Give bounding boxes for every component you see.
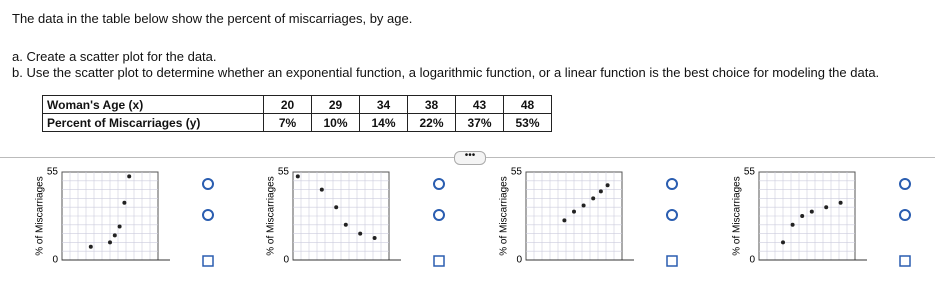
dot xyxy=(117,224,122,229)
table-cell: 22% xyxy=(407,113,456,132)
zoom-out-icon[interactable] xyxy=(433,178,445,190)
table-cell: Woman's Age (x) xyxy=(42,95,264,114)
table-row: Percent of Miscarriages (y) 7% 10% 14% 22% 37… xyxy=(42,113,552,132)
dot xyxy=(838,200,843,205)
y-axis-label: % of Miscarriages xyxy=(35,176,46,255)
dot xyxy=(108,240,112,245)
y-max-label: 55 xyxy=(744,167,756,178)
zoom-in-icon[interactable] xyxy=(899,209,911,221)
scatter-option: 55 0 % of Miscarriages xyxy=(35,167,214,267)
plot-area xyxy=(758,171,856,261)
dot xyxy=(112,233,117,238)
more-button[interactable]: ••• xyxy=(454,151,486,165)
dot xyxy=(581,203,586,208)
zoom-in-icon[interactable] xyxy=(433,209,445,221)
y-axis-label: % of Miscarriages xyxy=(266,176,277,255)
plot-area xyxy=(61,171,159,261)
table-cell: 48 xyxy=(503,95,552,114)
y-axis-label: % of Miscarriages xyxy=(499,176,510,255)
y-axis-label: % of Miscarriages xyxy=(732,176,743,255)
dot xyxy=(372,236,377,240)
dot xyxy=(591,196,596,201)
dot xyxy=(122,200,127,205)
table-cell: 53% xyxy=(503,113,552,132)
dot xyxy=(605,183,610,188)
dot xyxy=(295,174,300,179)
y-max-label: 55 xyxy=(511,167,523,178)
dot xyxy=(824,205,829,210)
table-cell: 14% xyxy=(359,113,408,132)
open-icon[interactable] xyxy=(433,255,445,267)
y-min-label: 0 xyxy=(283,255,289,266)
table-cell: 37% xyxy=(455,113,504,132)
dot xyxy=(562,218,567,223)
part-b: b. Use the scatter plot to determine whe… xyxy=(12,65,880,80)
zoom-out-icon[interactable] xyxy=(666,178,678,190)
open-icon[interactable] xyxy=(666,255,678,267)
open-icon[interactable] xyxy=(899,255,911,267)
table-cell: 34 xyxy=(359,95,408,114)
y-max-label: 55 xyxy=(47,167,59,178)
table-row: Woman's Age (x) 20 29 34 38 43 48 xyxy=(42,95,552,114)
table-cell: 10% xyxy=(311,113,360,132)
scatter-option: 55 0 % of Miscarriages xyxy=(732,167,911,267)
y-min-label: 0 xyxy=(516,255,522,266)
data-table: Woman's Age (x) 20 29 34 38 43 48 Percent of Mi… xyxy=(42,95,552,132)
table-cell: 20 xyxy=(263,95,312,114)
dot xyxy=(319,187,324,192)
dot xyxy=(88,244,93,249)
scatter-option: 55 0 % of Miscarriages xyxy=(499,167,678,267)
zoom-in-icon[interactable] xyxy=(666,209,678,221)
dot xyxy=(800,214,805,218)
plot-area xyxy=(525,171,623,261)
y-min-label: 0 xyxy=(52,255,58,266)
zoom-out-icon[interactable] xyxy=(202,178,214,190)
dot xyxy=(790,222,795,227)
table-cell: 38 xyxy=(407,95,456,114)
zoom-out-icon[interactable] xyxy=(899,178,911,190)
table-cell: Percent of Miscarriages (y) xyxy=(42,113,264,132)
table-cell: 43 xyxy=(455,95,504,114)
table-cell: 7% xyxy=(263,113,312,132)
dot xyxy=(781,240,785,245)
y-min-label: 0 xyxy=(749,255,755,266)
part-a: a. Create a scatter plot for the data. xyxy=(12,49,217,64)
table-cell: 29 xyxy=(311,95,360,114)
dot xyxy=(598,189,603,194)
dot xyxy=(127,174,132,179)
scatter-option: 55 0 % of Miscarriages xyxy=(266,167,445,267)
y-max-label: 55 xyxy=(278,167,290,178)
zoom-in-icon[interactable] xyxy=(202,209,214,221)
plot-area xyxy=(292,171,390,261)
dot xyxy=(809,209,814,214)
dot xyxy=(358,231,363,236)
intro-text: The data in the table below show the per… xyxy=(12,11,413,26)
dot xyxy=(572,209,576,214)
dot xyxy=(334,205,339,210)
dot xyxy=(343,222,348,227)
open-icon[interactable] xyxy=(202,255,214,267)
